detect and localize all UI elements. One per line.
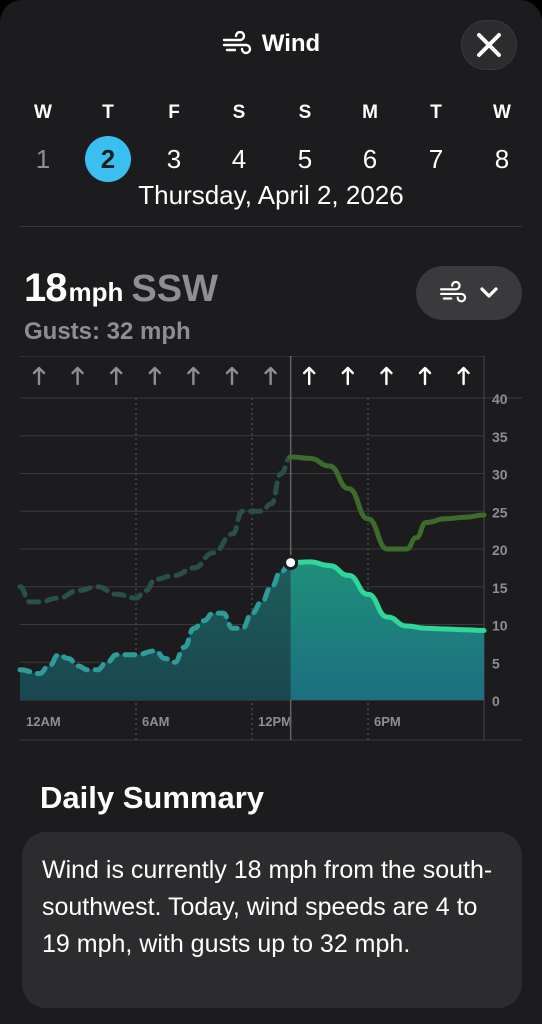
day-of-week-label: T [102,102,114,123]
wind-direction-arrow [187,366,200,386]
wind-area-past [20,562,291,700]
summary-text: Wind is currently 18 mph from the south-… [42,856,493,958]
wind-direction-arrow [109,366,123,386]
wind-direction-arrow [341,366,354,386]
day-of-week-label: T [430,102,442,123]
day-of-week-label: S [298,102,312,123]
wind-speed-value: 18 [24,266,67,310]
header: Wind [0,18,542,70]
day-of-week-label: W [493,102,511,123]
wind-line-past [17,560,294,677]
wind-direction: SSW [131,268,218,310]
day-of-week-label: F [168,102,180,123]
wind-icon [439,281,467,303]
x-tick-label: 6AM [142,714,169,729]
day-number: 7 [428,144,444,174]
y-tick-label: 40 [492,391,508,407]
selected-date: Thursday, April 2, 2026 [138,180,404,210]
wind-direction-arrow [380,366,393,386]
day-of-week-label: S [232,102,246,123]
gusts-value: Gusts: 32 mph [24,318,191,345]
wind-direction-arrow [148,366,162,386]
x-tick-label: 12PM [258,714,292,729]
day-number: 3 [166,144,182,174]
wind-chart[interactable]: 0 5 10 15 20 25 30 35 40 12AM 6AM 12PM 6PM [0,355,542,744]
day-number: 6 [362,144,378,174]
wind-direction-arrow [418,366,432,386]
y-tick-label: 20 [492,542,508,558]
wind-icon [222,31,251,55]
gust-line-past [17,454,294,605]
y-tick-label: 10 [492,618,508,634]
day-of-week-label: W [34,102,52,123]
y-tick-label: 25 [492,504,508,520]
wind-direction-arrow [71,366,84,386]
summary-title: Daily Summary [40,780,264,815]
day-number: 1 [35,144,51,174]
summary-card: Wind is currently 18 mph from the south-… [22,832,522,1008]
wind-line-future [288,559,487,634]
y-tick-label: 5 [492,655,500,671]
y-tick-label: 0 [492,693,500,709]
wind-direction-arrow [457,366,470,386]
divider [20,226,522,227]
day-number: 5 [297,144,313,174]
day-number: 4 [231,144,247,174]
chevron-down-icon [480,287,498,298]
close-icon [477,33,501,57]
wind-direction-arrow [32,366,46,386]
current-wind: 18 mph SSW [24,266,218,311]
title-text: Wind [261,30,321,57]
day-number: 2 [85,136,131,182]
y-tick-label: 35 [492,429,508,445]
close-button[interactable] [461,20,517,70]
page-title: Wind [0,30,542,58]
wind-speed-unit: mph [68,277,124,307]
current-point-marker [283,555,299,571]
day-number: 8 [494,144,510,174]
x-tick-label: 12AM [26,714,61,729]
wind-chart-svg[interactable]: 0 5 10 15 20 25 30 35 40 12AM 6AM 12PM 6PM [0,355,542,744]
day-of-week-label: M [362,102,378,123]
wind-direction-arrow [303,366,316,386]
x-tick-label: 6PM [374,714,401,729]
gust-line-future [288,454,487,552]
wind-direction-arrow [225,366,239,386]
metric-selector-button[interactable] [416,266,522,320]
y-tick-label: 15 [492,580,508,596]
y-tick-label: 30 [492,467,508,483]
wind-direction-arrow [264,366,277,386]
wind-area-future [290,561,484,700]
